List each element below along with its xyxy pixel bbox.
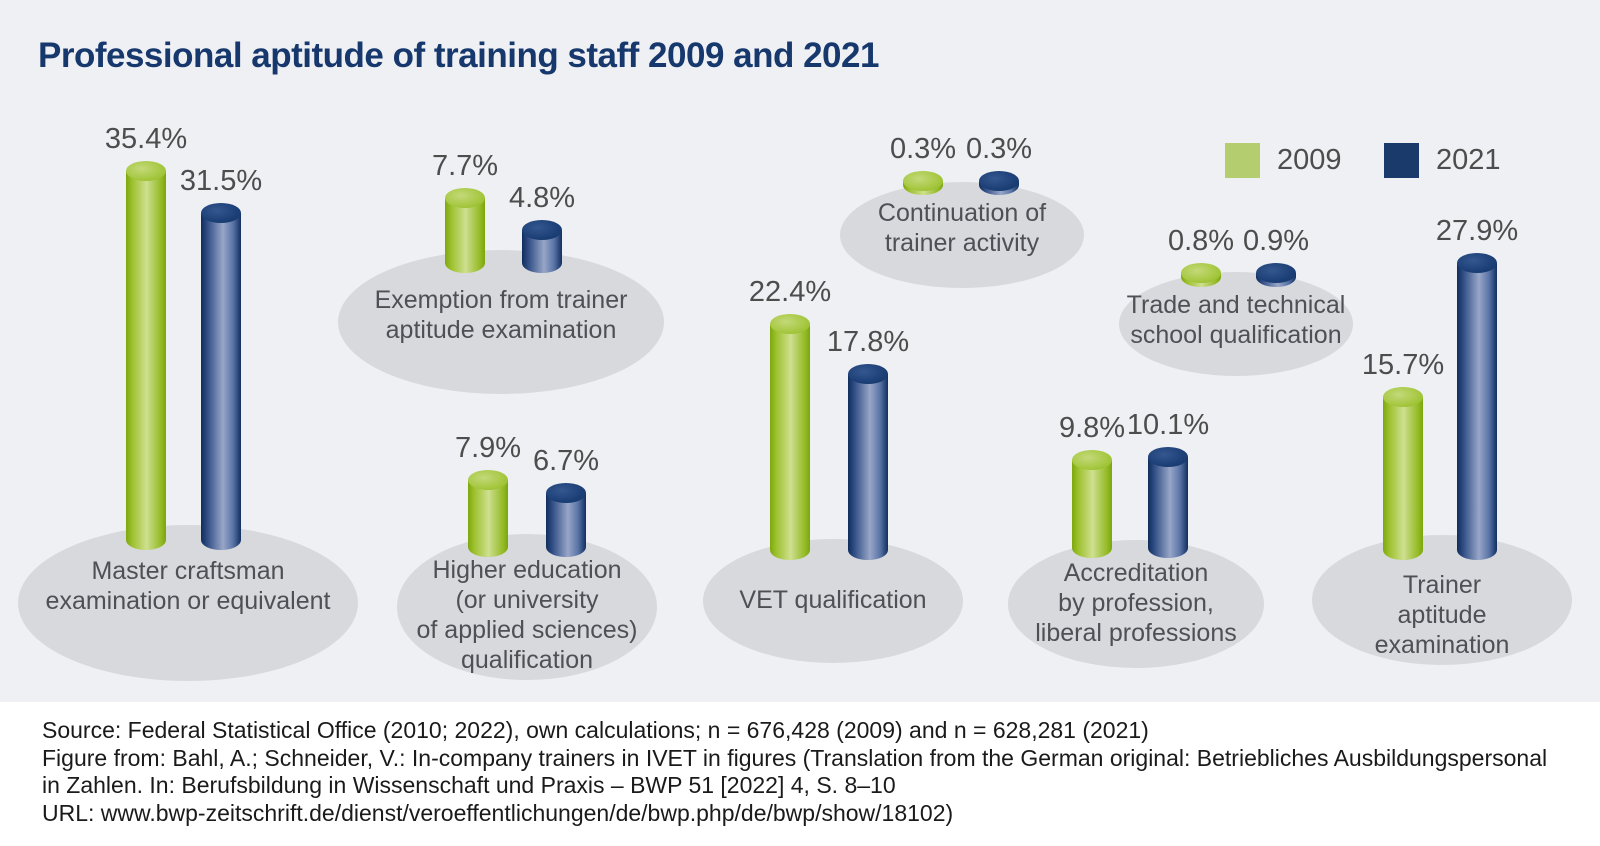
cylinder-top [546, 483, 586, 503]
legend-item-2009: 2009 [1225, 143, 1342, 178]
value-label-2009: 0.8% [1167, 225, 1235, 257]
legend-label-2009: 2009 [1277, 144, 1342, 176]
cylinder-top [979, 171, 1019, 191]
value-label-2009: 22.4% [748, 276, 832, 308]
legend-label-2021: 2021 [1436, 144, 1501, 176]
category-platform [703, 539, 963, 663]
bar-2021 [979, 171, 1019, 195]
category-platform [840, 182, 1084, 288]
cylinder-top [445, 188, 485, 208]
cylinder-body [445, 198, 485, 273]
bar-2009 [468, 470, 508, 557]
cylinder-top [1072, 450, 1112, 470]
value-label-2021: 0.3% [965, 133, 1033, 165]
value-label-2009: 9.8% [1058, 412, 1126, 444]
bar-2009 [445, 188, 485, 273]
category-label: Exemption from trainer aptitude examinat… [374, 286, 628, 344]
source-line: URL: www.bwp-zeitschrift.de/dienst/veroe… [42, 799, 954, 826]
cylinder-body [1072, 460, 1112, 558]
source-line: in Zahlen. In: Berufsbildung in Wissensc… [42, 772, 896, 798]
category-platform [338, 250, 664, 394]
bar-2021 [201, 203, 241, 550]
cylinder-top [848, 364, 888, 384]
source-line: Source: Federal Statistical Office (2010… [42, 717, 1149, 743]
cylinder-top [522, 220, 562, 240]
cylinder-body [546, 493, 586, 557]
bar-2009 [770, 314, 810, 560]
category-platform [18, 525, 358, 681]
cylinder-top [468, 470, 508, 490]
category-label: Higher education (or university of appli… [416, 556, 638, 674]
source-band [0, 702, 1600, 846]
legend-swatch-2009 [1225, 143, 1260, 178]
bar-2021 [848, 364, 888, 560]
cylinder-top [1256, 263, 1296, 283]
bar-2021 [1148, 447, 1188, 558]
cylinder-top [1181, 263, 1221, 283]
cylinder-top [1148, 447, 1188, 467]
value-label-2009: 7.7% [431, 150, 499, 182]
category-label: Accreditation by profession, liberal pro… [1035, 559, 1237, 647]
cylinder-top [1457, 253, 1497, 273]
bar-2021 [546, 483, 586, 557]
bar-2021 [1256, 263, 1296, 287]
cylinder-top [201, 203, 241, 223]
bar-2021 [522, 220, 562, 273]
bar-2021 [1457, 253, 1497, 560]
value-label-2009: 7.9% [454, 432, 522, 464]
cylinder-body [126, 171, 166, 550]
value-label-2009: 15.7% [1361, 349, 1445, 381]
cylinder-top [770, 314, 810, 334]
legend-item-2021: 2021 [1384, 143, 1501, 178]
value-label-2021: 17.8% [826, 326, 910, 358]
cylinder-body [201, 213, 241, 550]
source-note: Source: Federal Statistical Office (2010… [42, 717, 1547, 827]
category-platform [1119, 272, 1353, 376]
bar-2009 [1383, 387, 1423, 560]
bar-2009 [903, 171, 943, 195]
cylinder-body [1148, 457, 1188, 558]
category-label: Trainer aptitude examination [1374, 571, 1510, 659]
value-label-2021: 4.8% [508, 182, 576, 214]
bar-2009 [1072, 450, 1112, 558]
cylinder-body [848, 374, 888, 560]
value-label-2021: 31.5% [179, 165, 263, 197]
cylinder-top [1383, 387, 1423, 407]
category-label: Continuation of trainer activity [877, 199, 1047, 257]
chart-title: Professional aptitude of training staff … [38, 36, 879, 75]
value-label-2021: 0.9% [1242, 225, 1310, 257]
cylinder-top [126, 161, 166, 181]
category-platform [1008, 540, 1264, 668]
bar-2009 [126, 161, 166, 550]
value-label-2021: 27.9% [1435, 215, 1519, 247]
value-label-2021: 10.1% [1126, 409, 1210, 441]
category-label: VET qualification [739, 586, 927, 614]
category-platform [1312, 535, 1572, 665]
category-label: Trade and technical school qualification [1126, 291, 1346, 349]
value-label-2021: 6.7% [532, 445, 600, 477]
cylinder-body [468, 480, 508, 557]
cylinder-body [1383, 397, 1423, 560]
cylinder-body [1457, 263, 1497, 560]
value-label-2009: 0.3% [889, 133, 957, 165]
cylinder-top [903, 171, 943, 191]
category-label: Master craftsman examination or equivale… [45, 557, 331, 615]
value-label-2009: 35.4% [104, 123, 188, 155]
source-line: Figure from: Bahl, A.; Schneider, V.: In… [42, 744, 1548, 771]
bar-2009 [1181, 263, 1221, 287]
legend-swatch-2021 [1384, 143, 1419, 178]
category-platform [397, 534, 657, 680]
cylinder-body [770, 324, 810, 560]
